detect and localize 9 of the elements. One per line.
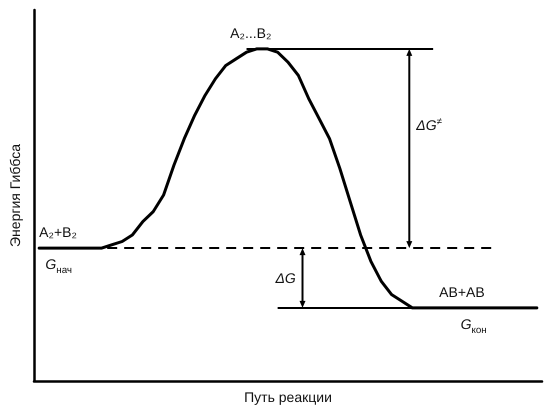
annotation: ΔG	[276, 270, 296, 286]
annotation: ΔG$^{≠}$	[416, 116, 442, 133]
text: A₂...B₂	[230, 24, 272, 41]
x-axis-title: Путь реакции	[244, 389, 332, 405]
ref-line-label: G$_{нач}$	[45, 256, 72, 276]
ref-line-label: G$_{кон}$	[460, 316, 487, 336]
y-axis-title: Энергия Гиббса	[7, 144, 23, 248]
annotation: A₂+B₂	[39, 224, 77, 240]
annotation: AB+AB	[439, 284, 485, 300]
